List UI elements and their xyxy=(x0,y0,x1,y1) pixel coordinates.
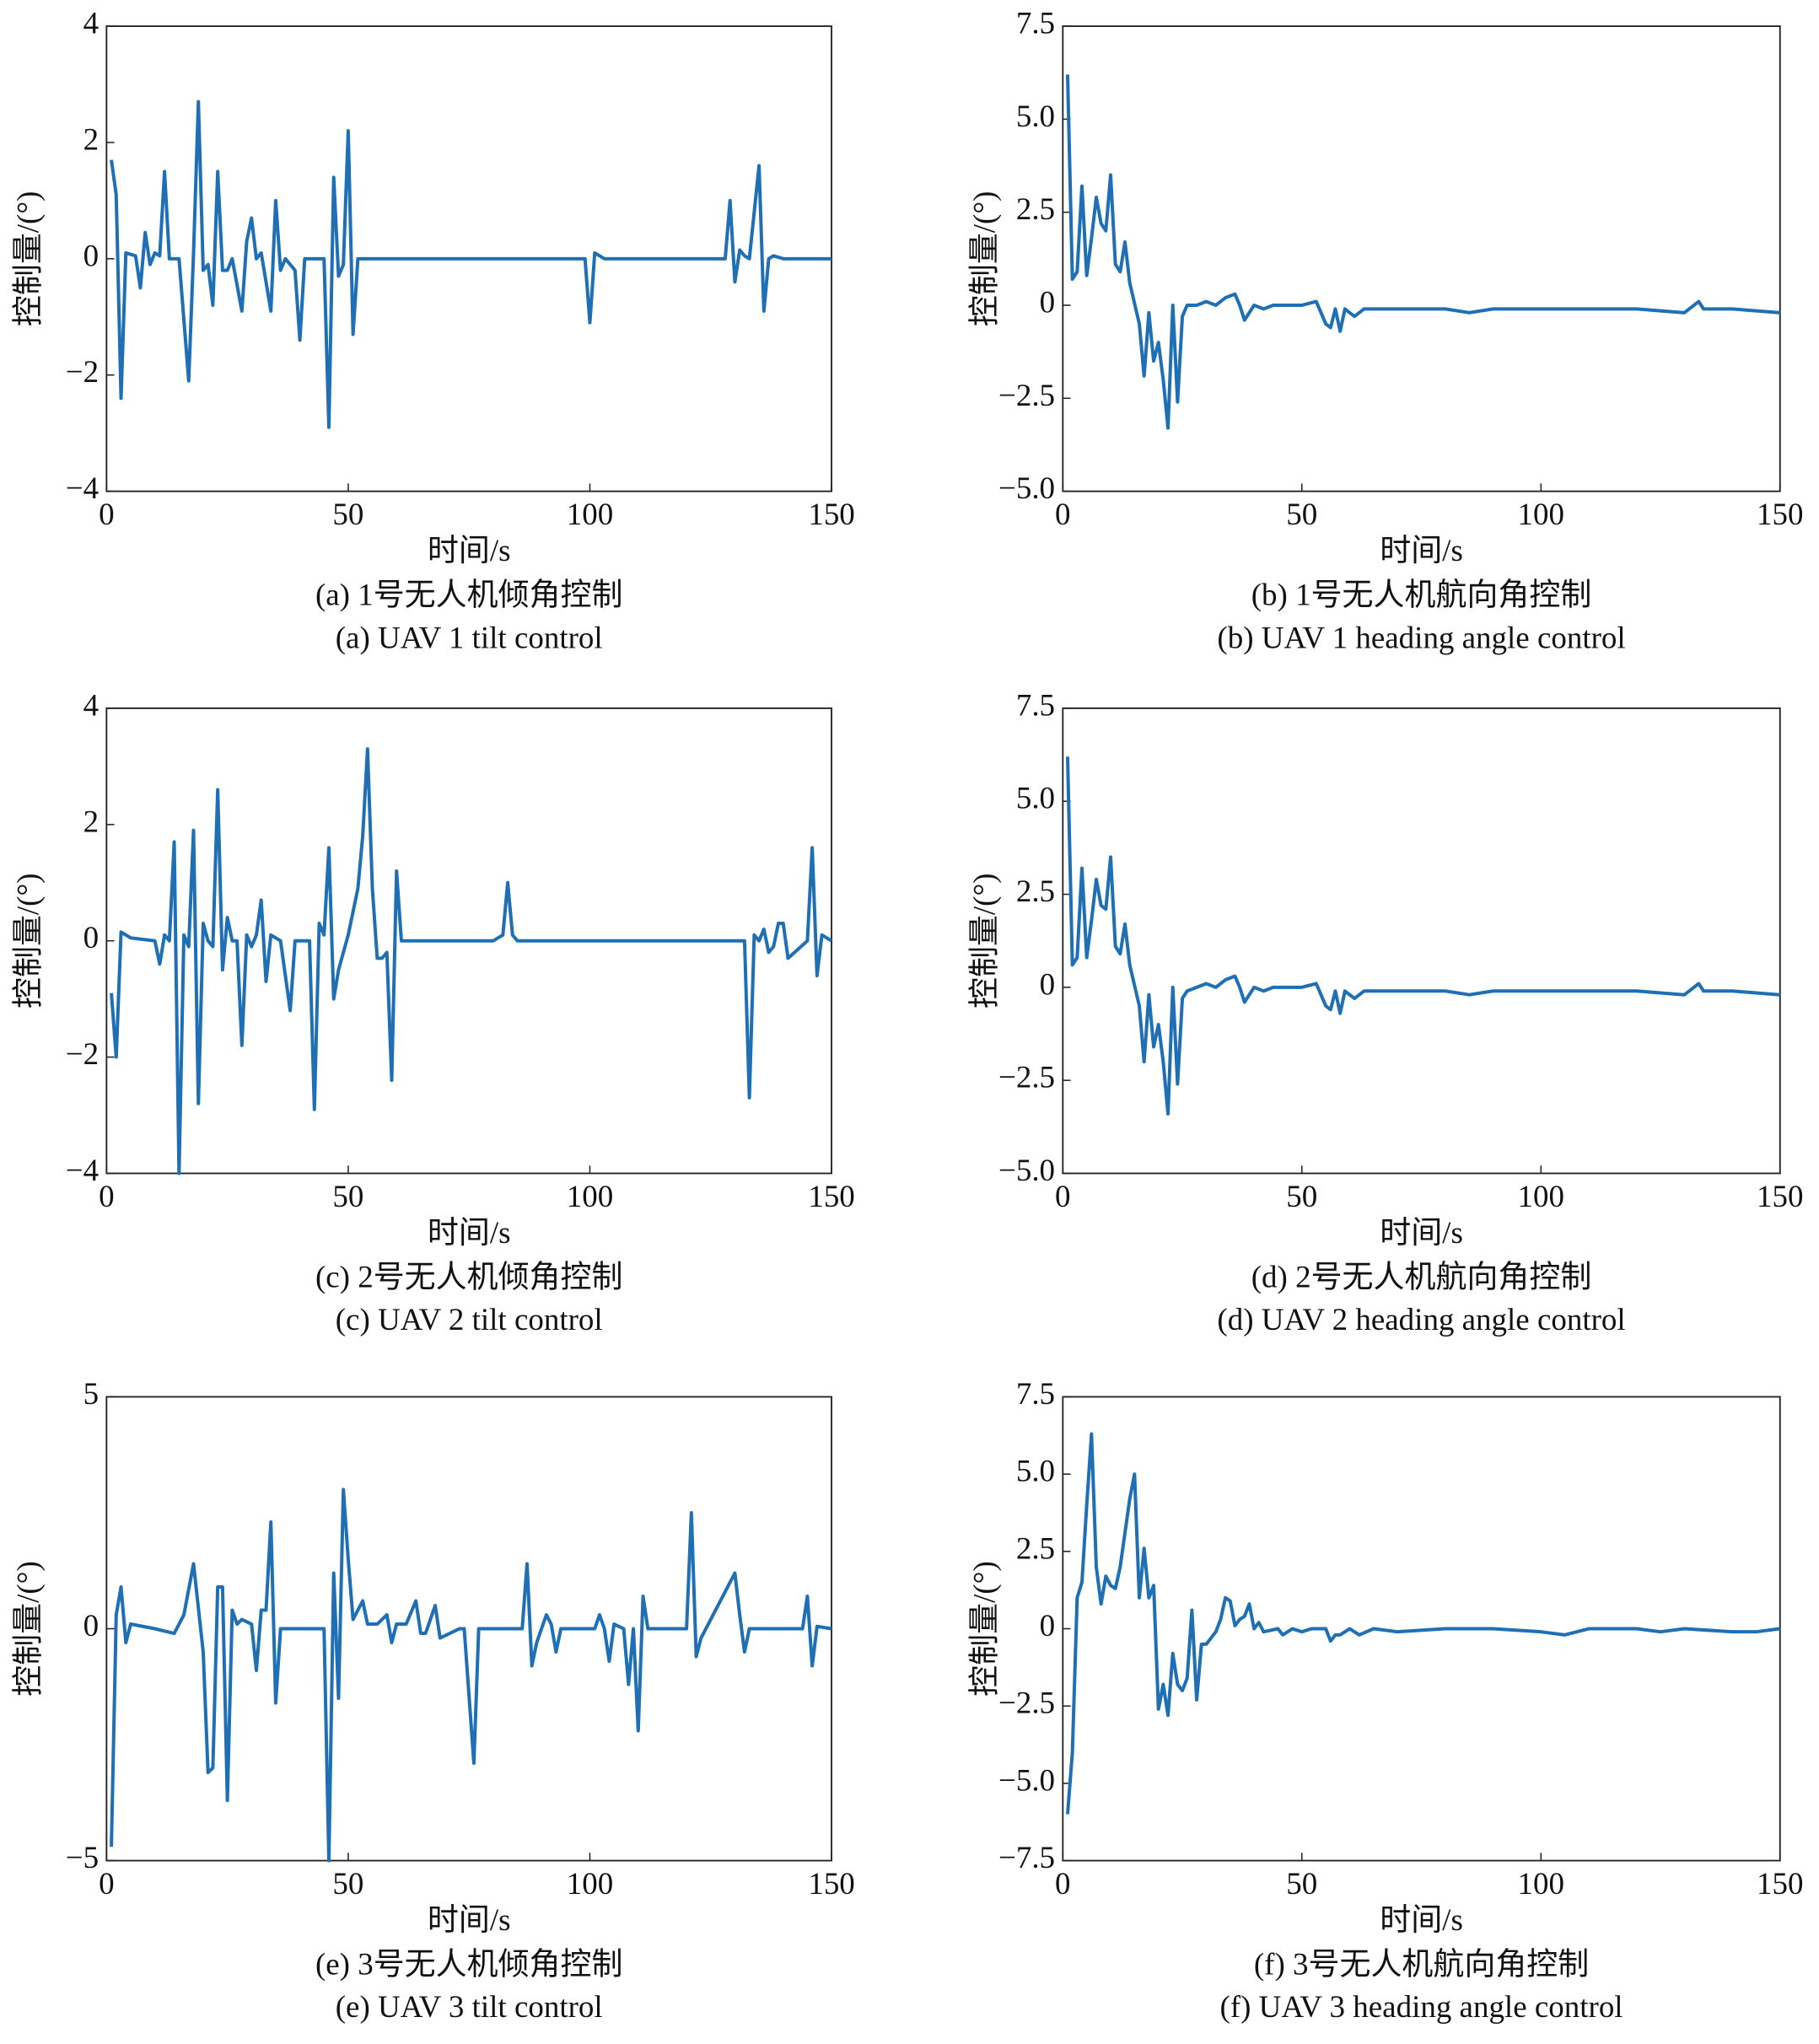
x-tick-label: 0 xyxy=(99,1866,114,1901)
x-tick-label: 50 xyxy=(332,1866,363,1901)
y-tick-label: −5.0 xyxy=(998,471,1055,505)
chart-title: (f) 3号无人机航向角控制 xyxy=(1254,1946,1589,1982)
x-tick-label: 50 xyxy=(332,1179,363,1213)
x-axis-label: 时间/s xyxy=(1380,533,1463,567)
chart-title: (e) 3号无人机倾角控制 xyxy=(315,1946,623,1982)
y-axis-label: 控制量/(°) xyxy=(966,1561,1002,1697)
x-tick-label: 0 xyxy=(1055,497,1070,531)
y-axis-label: 控制量/(°) xyxy=(10,873,46,1009)
data-line xyxy=(110,100,832,429)
y-tick-label: −5 xyxy=(66,1840,99,1875)
x-tick-label: 100 xyxy=(1518,497,1564,531)
y-tick-label: 2.5 xyxy=(1016,191,1055,226)
y-tick-label: −2.5 xyxy=(998,1686,1055,1720)
y-axis-label: 控制量/(°) xyxy=(966,873,1002,1009)
x-tick-label: 50 xyxy=(332,497,363,531)
y-tick-label: 2.5 xyxy=(1016,874,1055,908)
y-axis-label: 控制量/(°) xyxy=(966,191,1002,327)
x-tick-label: 150 xyxy=(1757,1179,1803,1213)
y-tick-label: 7.5 xyxy=(1016,6,1055,40)
chart-subtitle: (c) UAV 2 tilt control xyxy=(336,1302,603,1337)
y-tick-label: 2.5 xyxy=(1016,1530,1055,1565)
y-tick-label: 7.5 xyxy=(1016,1376,1055,1411)
data-line xyxy=(110,747,833,1175)
x-tick-label: 0 xyxy=(99,497,114,531)
x-tick-label: 0 xyxy=(1055,1866,1070,1901)
x-tick-label: 50 xyxy=(1286,1179,1317,1213)
y-tick-label: 4 xyxy=(83,687,99,722)
y-tick-label: 5 xyxy=(83,1376,99,1411)
x-axis-label: 时间/s xyxy=(428,1215,511,1250)
chart-title: (d) 2号无人机航向角控制 xyxy=(1251,1259,1592,1294)
y-tick-label: 0 xyxy=(83,920,99,955)
y-tick-label: −4 xyxy=(66,471,99,505)
plot-frame xyxy=(1062,25,1781,492)
y-tick-label: 5.0 xyxy=(1016,1454,1055,1488)
y-tick-label: −2 xyxy=(66,354,99,389)
y-tick-label: 0 xyxy=(83,1608,99,1643)
x-tick-label: 150 xyxy=(808,1866,854,1901)
y-tick-label: 0 xyxy=(1040,284,1055,319)
x-axis-label: 时间/s xyxy=(428,1902,511,1937)
y-tick-label: −5.0 xyxy=(998,1153,1055,1187)
x-tick-label: 0 xyxy=(1055,1179,1070,1213)
y-tick-label: 4 xyxy=(83,6,99,40)
x-axis-label: 时间/s xyxy=(1380,1902,1463,1937)
x-tick-label: 50 xyxy=(1286,1866,1317,1901)
x-tick-label: 100 xyxy=(1518,1866,1564,1901)
data-line xyxy=(1065,74,1780,430)
y-tick-label: 0 xyxy=(1040,1608,1055,1643)
y-tick-label: 2 xyxy=(83,804,99,838)
x-tick-label: 150 xyxy=(1757,497,1803,531)
y-tick-label: −2 xyxy=(66,1036,99,1071)
y-tick-label: −4 xyxy=(66,1153,99,1187)
y-tick-label: −5.0 xyxy=(998,1762,1055,1797)
y-tick-label: 7.5 xyxy=(1016,687,1055,722)
chart-subtitle: (e) UAV 3 tilt control xyxy=(336,1989,603,2025)
y-tick-label: −2.5 xyxy=(998,378,1055,412)
y-axis-label: 控制量/(°) xyxy=(10,191,46,327)
chart-title: (a) 1号无人机倾角控制 xyxy=(315,577,623,612)
x-tick-label: 100 xyxy=(567,1866,613,1901)
x-tick-label: 100 xyxy=(567,497,613,531)
x-tick-label: 150 xyxy=(808,1179,854,1213)
data-line xyxy=(1065,1432,1781,1815)
x-axis-label: 时间/s xyxy=(428,533,511,567)
chart-subtitle: (b) UAV 1 heading angle control xyxy=(1217,620,1625,655)
x-tick-label: 50 xyxy=(1286,497,1317,531)
chart-subtitle: (d) UAV 2 heading angle control xyxy=(1217,1302,1625,1337)
data-line xyxy=(110,1487,832,1863)
y-tick-label: −2.5 xyxy=(998,1060,1055,1095)
chart-subtitle: (f) UAV 3 heading angle control xyxy=(1219,1989,1623,2025)
x-axis-label: 时间/s xyxy=(1380,1215,1463,1250)
x-tick-label: 150 xyxy=(1757,1866,1803,1901)
y-tick-label: 5.0 xyxy=(1016,99,1055,133)
y-tick-label: 0 xyxy=(83,238,99,272)
y-tick-label: 5.0 xyxy=(1016,781,1055,815)
x-tick-label: 100 xyxy=(567,1179,613,1213)
plot-frame xyxy=(1062,707,1781,1175)
data-line xyxy=(1065,756,1780,1116)
y-tick-label: 0 xyxy=(1040,966,1055,1001)
x-tick-label: 0 xyxy=(99,1179,114,1213)
y-tick-label: 2 xyxy=(83,121,99,156)
x-tick-label: 100 xyxy=(1518,1179,1564,1213)
y-axis-label: 控制量/(°) xyxy=(10,1561,46,1697)
chart-subtitle: (a) UAV 1 tilt control xyxy=(336,620,603,655)
x-tick-label: 150 xyxy=(808,497,854,531)
chart-title: (c) 2号无人机倾角控制 xyxy=(315,1259,623,1294)
y-tick-label: −7.5 xyxy=(998,1840,1055,1875)
chart-title: (b) 1号无人机航向角控制 xyxy=(1251,577,1592,612)
